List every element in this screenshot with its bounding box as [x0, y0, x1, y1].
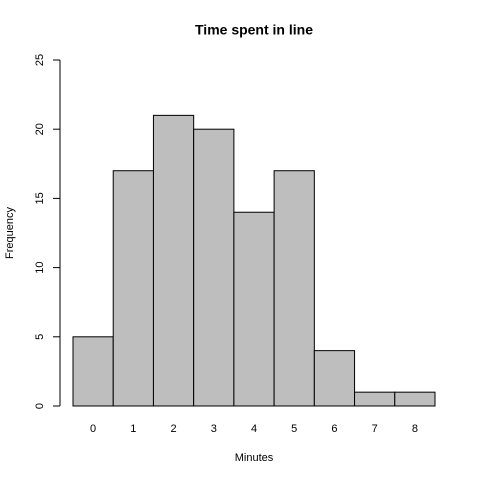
bar: [313, 350, 356, 407]
x-tick-label: 2: [170, 423, 176, 435]
bar: [354, 391, 396, 407]
y-tick-label: 15: [34, 192, 46, 204]
x-tick-label: 7: [372, 423, 378, 435]
chart-title: Time spent in line: [195, 22, 313, 38]
y-tick-label: 10: [34, 261, 46, 273]
x-tick-label: 5: [291, 423, 297, 435]
bar: [112, 170, 154, 407]
x-axis-label: Minutes: [235, 452, 274, 464]
bar: [233, 211, 275, 407]
x-tick-label: 4: [251, 423, 257, 435]
bar: [152, 114, 195, 407]
bar: [72, 336, 114, 407]
x-tick-label: 3: [211, 423, 217, 435]
x-tick-label: 8: [412, 423, 418, 435]
bar: [193, 128, 235, 407]
bar: [273, 170, 315, 407]
y-tick-label: 20: [34, 123, 46, 135]
x-tick-label: 0: [90, 423, 96, 435]
y-tick-label: 0: [34, 403, 46, 409]
y-axis-label: Frequency: [4, 207, 16, 259]
bar: [394, 391, 436, 407]
x-tick-label: 1: [130, 423, 136, 435]
x-tick-label: 6: [331, 423, 337, 435]
y-tick-label: 5: [34, 334, 46, 340]
y-tick-label: 25: [34, 54, 46, 66]
